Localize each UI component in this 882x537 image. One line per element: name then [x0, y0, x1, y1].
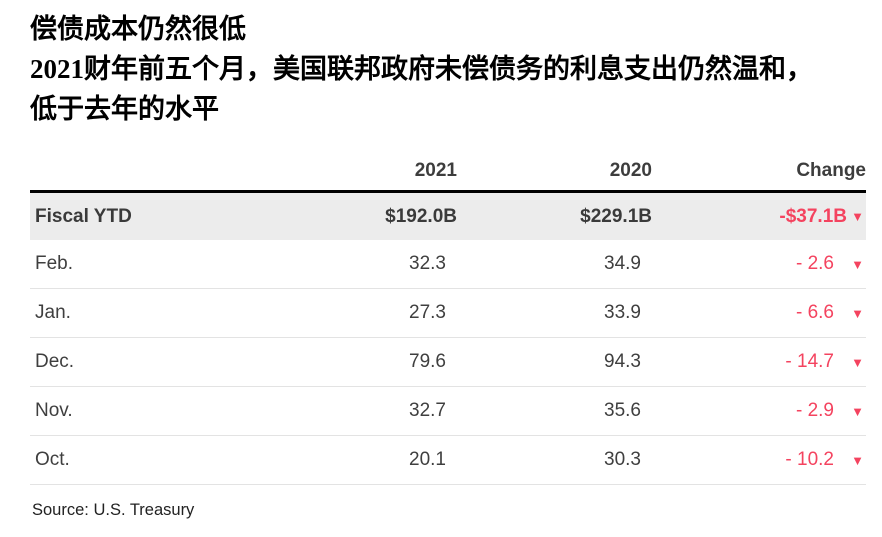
change-value: - 14.7 [785, 351, 834, 372]
row-label: Feb. [35, 253, 74, 274]
table-row: Nov. 32.7 35.6 - 2.9 ▼ [30, 387, 866, 436]
change-cell: - 14.7 ▼ [652, 351, 866, 373]
change-value: - 10.2 [785, 449, 834, 470]
value-2021: 32.3 [409, 253, 446, 274]
row-label: Oct. [35, 449, 70, 470]
down-arrow-icon: ▼ [851, 452, 864, 468]
change-value: - 6.6 [795, 302, 834, 323]
source-note: Source: U.S. Treasury [32, 501, 195, 519]
title-block: 偿债成本仍然很低 2021财年前五个月，美国联邦政府未偿债务的利息支出仍然温和，… [30, 9, 872, 129]
row-label: Dec. [35, 351, 75, 372]
value-2020: 94.3 [604, 351, 641, 372]
table-row: Oct. 20.1 30.3 - 10.2 ▼ [30, 436, 866, 485]
down-arrow-icon: ▼ [851, 209, 864, 224]
change-cell: - 2.6 ▼ [652, 253, 866, 275]
value-2020: 30.3 [604, 449, 641, 470]
value-2021: 32.7 [409, 400, 446, 421]
value-2020: 35.6 [604, 400, 641, 421]
subtitle-line-1: 2021财年前五个月，美国联邦政府未偿债务的利息支出仍然温和， [30, 54, 813, 84]
change-cell: - 10.2 ▼ [652, 449, 866, 471]
column-header-2020: 2020 [609, 160, 652, 181]
value-2020: 34.9 [604, 253, 641, 274]
down-arrow-icon: ▼ [851, 305, 864, 321]
row-label: Fiscal YTD [35, 205, 132, 227]
column-header-2021: 2021 [414, 160, 457, 181]
table-row: Feb. 32.3 34.9 - 2.6 ▼ [30, 240, 866, 289]
value-2021: 20.1 [409, 449, 446, 470]
change-cell: -$37.1B ▼ [652, 206, 866, 228]
page-title: 偿债成本仍然很低 [30, 14, 246, 44]
row-label: Nov. [35, 400, 73, 421]
value-2021: $192.0B [385, 205, 457, 227]
down-arrow-icon: ▼ [851, 256, 864, 272]
change-value: -$37.1B [779, 205, 847, 227]
row-label: Jan. [35, 302, 71, 323]
value-2020: 33.9 [604, 302, 641, 323]
change-cell: - 6.6 ▼ [652, 302, 866, 324]
down-arrow-icon: ▼ [851, 354, 864, 370]
column-header-change: Change [796, 160, 866, 181]
table-header-row: 2021 2020 Change [30, 152, 866, 193]
table-row: Jan. 27.3 33.9 - 6.6 ▼ [30, 289, 866, 338]
change-value: - 2.6 [795, 253, 834, 274]
value-2020: $229.1B [580, 205, 652, 227]
subtitle-line-2: 低于去年的水平 [30, 94, 219, 124]
data-table: 2021 2020 Change Fiscal YTD $192.0B $229… [30, 152, 866, 485]
change-cell: - 2.9 ▼ [652, 400, 866, 422]
table-row: Dec. 79.6 94.3 - 14.7 ▼ [30, 338, 866, 387]
value-2021: 27.3 [409, 302, 446, 323]
page-subtitle: 2021财年前五个月，美国联邦政府未偿债务的利息支出仍然温和， 低于去年的水平 [30, 49, 872, 129]
value-2021: 79.6 [409, 351, 446, 372]
down-arrow-icon: ▼ [851, 403, 864, 419]
change-value: - 2.9 [795, 400, 834, 421]
table-row-fiscal-ytd: Fiscal YTD $192.0B $229.1B -$37.1B ▼ [30, 193, 866, 240]
